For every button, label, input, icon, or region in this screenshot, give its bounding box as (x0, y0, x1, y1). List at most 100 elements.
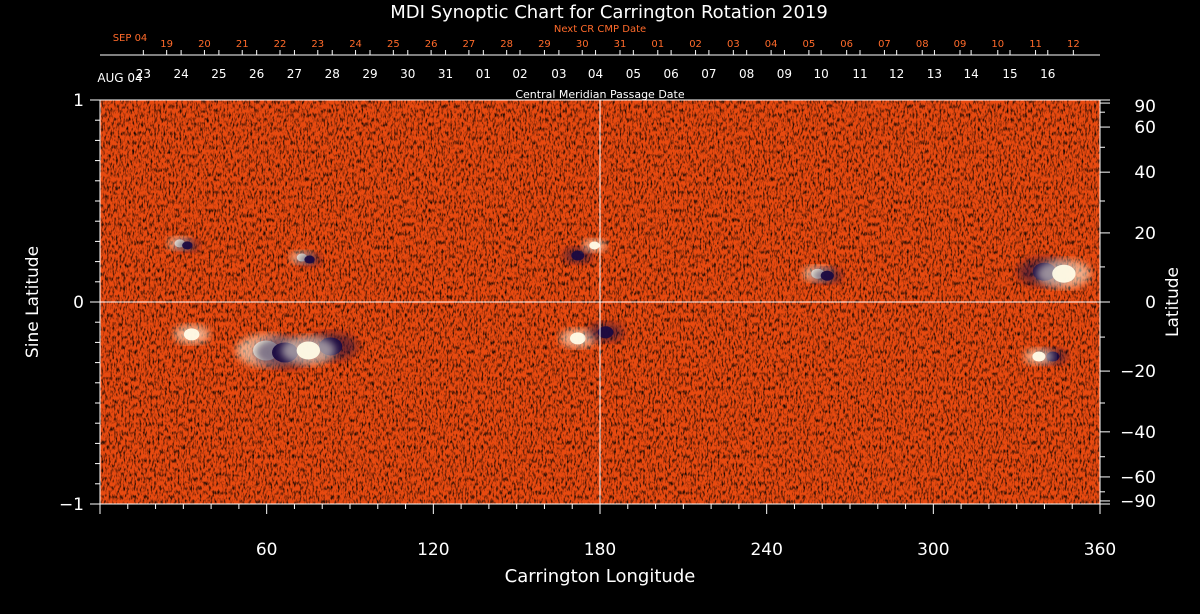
next-cr-tick-label: 21 (236, 39, 249, 50)
next-cr-tick-label: 20 (198, 39, 211, 50)
magnetic-feature (1036, 259, 1091, 289)
feature-core (571, 250, 585, 261)
cmp-tick-label: 12 (889, 67, 904, 81)
cmp-tick-label: 10 (813, 67, 828, 81)
feature-core (304, 255, 315, 264)
y-tick-label-right: 40 (1134, 163, 1156, 183)
next-cr-tick-label: 27 (463, 39, 476, 50)
sine-latitude-axis: 1 0 −1 (59, 91, 100, 515)
magnetic-feature (582, 239, 607, 252)
magnetic-feature (167, 237, 200, 252)
cmp-tick-label: 29 (362, 67, 377, 81)
magnetic-feature (802, 265, 843, 284)
magnetogram-map (100, 100, 1100, 504)
chart-title: MDI Synoptic Chart for Carrington Rotati… (390, 2, 828, 23)
y-tick-label-left: 1 (73, 91, 84, 111)
magnetic-feature (289, 251, 322, 266)
y-tick-label-right: −40 (1120, 423, 1156, 443)
next-cr-tick-label: 11 (1029, 39, 1042, 50)
next-cr-axis-label: Next CR CMP Date (554, 24, 646, 35)
magnetic-feature (1023, 348, 1054, 365)
y-tick-label-right: 0 (1145, 293, 1156, 313)
feature-core (183, 328, 200, 341)
y-tick-label-right: 20 (1134, 224, 1156, 244)
next-cr-tick-label: 25 (387, 39, 400, 50)
feature-core (182, 241, 193, 250)
feature-core (589, 241, 600, 250)
y-axis-label-right: Latitude (1163, 267, 1183, 337)
next-cr-tick-label: 12 (1067, 39, 1080, 50)
y-tick-label-right: −60 (1120, 468, 1156, 488)
next-cr-tick-label: 05 (803, 39, 816, 50)
longitude-axis: 60 120 180 240 300 360 (99, 504, 1116, 560)
next-cr-tick-label: 03 (727, 39, 740, 50)
feature-core (597, 326, 614, 339)
x-axis-label: Carrington Longitude (505, 566, 696, 587)
feature-core (1032, 351, 1046, 362)
cmp-tick-label: 25 (211, 67, 226, 81)
magnetic-feature (587, 322, 624, 342)
x-tick-label: 60 (256, 540, 278, 560)
feature-core (1052, 264, 1076, 283)
cmp-tick-label: 26 (249, 67, 264, 81)
cmp-tick-label: 28 (325, 67, 340, 81)
cmp-tick-label: 13 (927, 67, 942, 81)
cmp-tick-label: 15 (1002, 67, 1017, 81)
next-cr-tick-label: 07 (878, 39, 891, 50)
next-cr-tick-label: 24 (349, 39, 362, 50)
next-cr-start-label: SEP 04 (113, 33, 148, 44)
cmp-tick-label: 03 (551, 67, 566, 81)
magnetic-feature (281, 336, 336, 365)
next-cr-tick-label: 06 (840, 39, 853, 50)
x-tick-label: 300 (917, 540, 949, 560)
cmp-tick-label: 09 (777, 67, 792, 81)
y-tick-label-left: −1 (59, 495, 84, 515)
cmp-date-ticks: 16 15 14 13 12 11 10 09 08 07 06 05 04 03 02 01 31 30 29 28… (136, 50, 1055, 81)
x-tick-label: 360 (1084, 540, 1116, 560)
cmp-tick-label: 14 (963, 67, 978, 81)
next-cr-tick-label: 30 (576, 39, 589, 50)
feature-core (296, 341, 321, 360)
next-cr-tick-label: 29 (538, 39, 551, 50)
cmp-tick-label: 11 (852, 67, 867, 81)
feature-core (569, 332, 586, 345)
next-cr-tick-label: 08 (916, 39, 929, 50)
cmp-tick-label: 07 (701, 67, 716, 81)
next-cr-tick-label: 04 (765, 39, 778, 50)
next-cr-tick-label: 01 (651, 39, 664, 50)
next-cr-tick-label: 26 (425, 39, 438, 50)
y-tick-label-left: 0 (73, 293, 84, 313)
cmp-start-label: AUG 04 (97, 71, 142, 85)
cmp-axis-label: Central Meridian Passage Date (515, 88, 684, 101)
magnetic-feature (173, 324, 210, 344)
cmp-tick-label: 01 (476, 67, 491, 81)
y-tick-label-right: 90 (1134, 97, 1156, 117)
y-tick-label-right: −90 (1120, 492, 1156, 512)
y-axis-label-left: Sine Latitude (23, 246, 43, 358)
cmp-tick-label: 23 (136, 67, 151, 81)
next-cr-tick-label: 02 (689, 39, 702, 50)
cmp-tick-label: 16 (1040, 67, 1055, 81)
next-cr-ticks: 12 11 10 09 08 07 06 05 04 03 02 01 31 30 29 28 27 26 25 24… (160, 39, 1080, 55)
next-cr-tick-label: 31 (614, 39, 627, 50)
y-tick-label-right: −20 (1120, 362, 1156, 382)
cmp-tick-label: 06 (663, 67, 678, 81)
y-tick-label-right: 60 (1134, 118, 1156, 138)
cmp-tick-label: 05 (626, 67, 641, 81)
cmp-tick-label: 04 (588, 67, 603, 81)
cmp-tick-label: 24 (173, 67, 188, 81)
cmp-tick-label: 02 (512, 67, 527, 81)
next-cr-tick-label: 10 (991, 39, 1004, 50)
x-tick-label: 180 (584, 540, 616, 560)
cmp-tick-label: 08 (739, 67, 754, 81)
cmp-tick-label: 27 (287, 67, 302, 81)
x-tick-label: 240 (750, 540, 782, 560)
next-cr-tick-label: 09 (954, 39, 967, 50)
magnetic-feature (562, 247, 593, 264)
magnetic-feature (559, 328, 596, 348)
x-tick-label: 120 (417, 540, 449, 560)
next-cr-tick-label: 23 (311, 39, 324, 50)
